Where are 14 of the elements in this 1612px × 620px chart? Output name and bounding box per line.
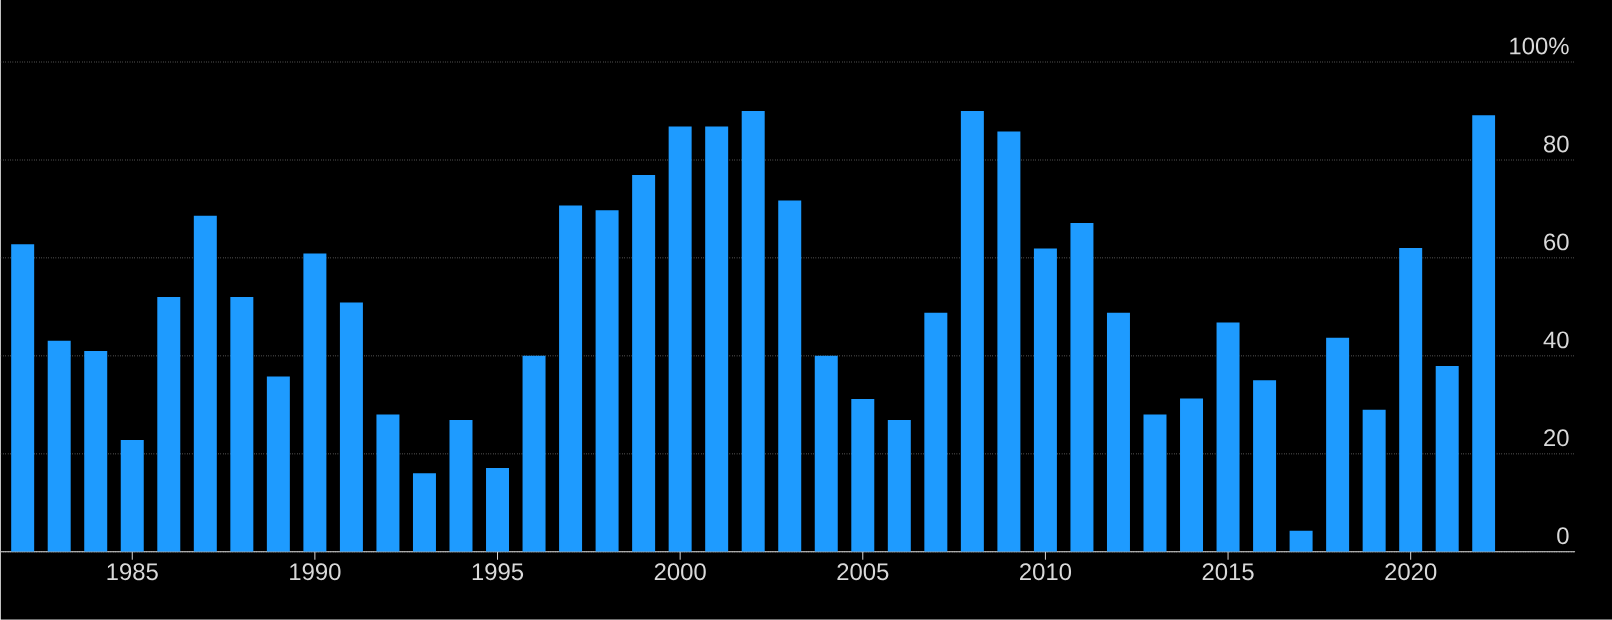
y-tick-label: 80 [1543, 135, 1569, 153]
y-tick-label: 40 [1543, 331, 1569, 349]
x-tick-label: 1990 [290, 563, 341, 581]
x-tick-label: 2000 [654, 563, 706, 581]
x-tick-label: 2005 [837, 563, 889, 581]
x-tick-label: 2010 [1020, 563, 1072, 581]
x-tick-label: 1985 [107, 563, 158, 581]
y-tick-label: 0 [1557, 527, 1569, 545]
y-tick-label: 60 [1544, 233, 1569, 251]
x-tick-label: 2020 [1385, 563, 1437, 581]
y-tick-label: 100% [1510, 37, 1569, 55]
x-tick-label: 2015 [1202, 563, 1254, 581]
x-tick-label: 1995 [472, 563, 524, 581]
y-tick-label: 20 [1544, 429, 1569, 447]
